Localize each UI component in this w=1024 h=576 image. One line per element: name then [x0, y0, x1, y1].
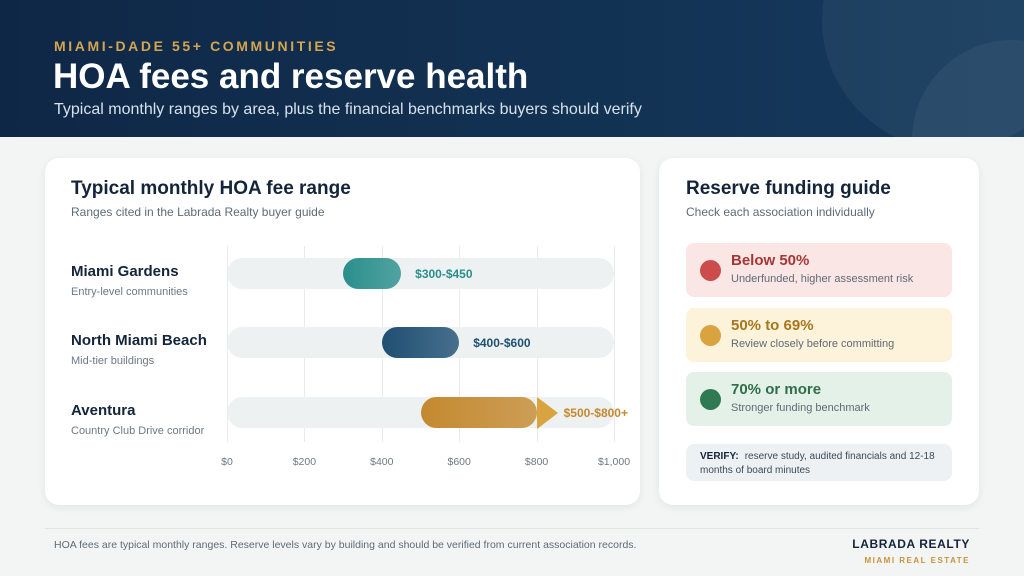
row-desc: Country Club Drive corridor — [71, 425, 205, 437]
fee-card-subtitle: Ranges cited in the Labrada Realty buyer… — [71, 205, 325, 219]
bar-track — [227, 258, 614, 289]
row-desc: Mid-tier buildings — [71, 355, 155, 367]
tier-desc: Review closely before committing — [731, 338, 895, 350]
fee-range-card: Typical monthly HOA fee range Ranges cit… — [45, 158, 640, 505]
status-dot-icon — [700, 389, 721, 410]
x-tick-label: $400 — [370, 456, 394, 468]
verify-note: VERIFY: reserve study, audited financials… — [686, 444, 952, 481]
tier-desc: Underfunded, higher assessment risk — [731, 273, 914, 285]
reserve-funding-card: Reserve funding guide Check each associa… — [659, 158, 979, 505]
brand-logo: LABRADA REALTY — [852, 537, 970, 551]
footer-divider — [45, 528, 979, 529]
fee-card-title: Typical monthly HOA fee range — [71, 178, 351, 199]
reserve-tier-70-plus: 70% or more Stronger funding benchmark — [686, 372, 952, 426]
reserve-card-title: Reserve funding guide — [686, 178, 891, 199]
x-tick-label: $0 — [221, 456, 233, 468]
x-tick-label: $600 — [447, 456, 471, 468]
row-name: North Miami Beach — [71, 332, 207, 349]
page-title: HOA fees and reserve health — [53, 57, 529, 96]
eyebrow-label: MIAMI-DADE 55+ COMMUNITIES — [54, 38, 339, 54]
verify-label: VERIFY: — [700, 451, 739, 462]
x-tick-label: $1,000 — [597, 456, 631, 468]
bar-value-label: $300-$450 — [415, 267, 473, 281]
gridline — [614, 246, 615, 442]
tier-desc: Stronger funding benchmark — [731, 402, 870, 414]
brand-tagline: MIAMI REAL ESTATE — [864, 556, 970, 565]
fee-range-bar — [381, 327, 460, 358]
tier-title: 50% to 69% — [731, 317, 814, 334]
status-dot-icon — [700, 260, 721, 281]
row-name: Aventura — [71, 402, 136, 419]
tier-title: Below 50% — [731, 252, 810, 269]
header-banner: MIAMI-DADE 55+ COMMUNITIES HOA fees and … — [0, 0, 1024, 137]
page-subtitle: Typical monthly ranges by area, plus the… — [54, 101, 642, 118]
bar-value-label: $500-$800+ — [563, 406, 628, 420]
status-dot-icon — [700, 325, 721, 346]
open-ended-arrow-icon — [536, 397, 558, 429]
x-tick-label: $800 — [524, 456, 549, 468]
bar-value-label: $400-$600 — [473, 336, 531, 350]
row-name: Miami Gardens — [71, 263, 179, 280]
tier-title: 70% or more — [731, 381, 822, 398]
reserve-card-subtitle: Check each association individually — [686, 205, 875, 219]
fee-range-bar — [420, 397, 537, 428]
fee-range-bar — [343, 258, 402, 289]
footer-note: HOA fees are typical monthly ranges. Res… — [54, 539, 637, 551]
reserve-tier-below-50: Below 50% Underfunded, higher assessment… — [686, 243, 952, 297]
x-tick-label: $200 — [292, 456, 317, 468]
row-desc: Entry-level communities — [71, 286, 188, 298]
reserve-tier-50-69: 50% to 69% Review closely before committ… — [686, 308, 952, 362]
verify-text: reserve study, audited financials and 12… — [700, 451, 935, 476]
